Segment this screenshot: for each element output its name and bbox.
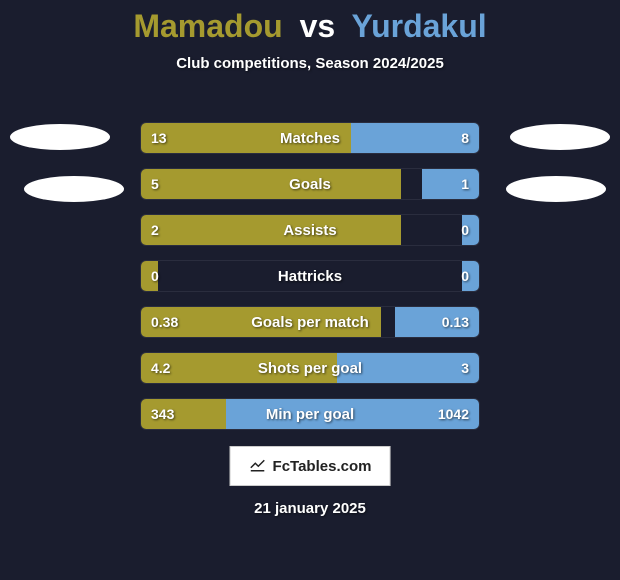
chart-icon [249, 455, 267, 477]
avatar-placeholder-left-1 [10, 124, 110, 150]
stat-row: 4.23Shots per goal [140, 352, 480, 384]
stat-bar-left [141, 123, 351, 153]
stat-row: 138Matches [140, 122, 480, 154]
avatar-placeholder-left-2 [24, 176, 124, 202]
stat-bar-left [141, 169, 401, 199]
player1-name: Mamadou [133, 8, 282, 44]
date-text: 21 january 2025 [0, 500, 620, 517]
stat-bar-left [141, 353, 337, 383]
subtitle: Club competitions, Season 2024/2025 [0, 55, 620, 72]
stat-row: 20Assists [140, 214, 480, 246]
stat-row: 0.380.13Goals per match [140, 306, 480, 338]
stat-bar-right [226, 399, 480, 429]
stat-row: 51Goals [140, 168, 480, 200]
stat-row: 00Hattricks [140, 260, 480, 292]
page-title: Mamadou vs Yurdakul [0, 0, 620, 45]
stat-label: Hattricks [141, 261, 479, 291]
vs-text: vs [300, 8, 336, 44]
stat-bar-left [141, 399, 226, 429]
site-badge: FcTables.com [230, 446, 391, 486]
stat-bar-right [462, 215, 479, 245]
stat-bar-right [462, 261, 479, 291]
stat-bar-right [422, 169, 479, 199]
comparison-chart: 138Matches 51Goals 20Assists 00Hattricks 0.3… [140, 122, 480, 444]
site-name: FcTables.com [273, 458, 372, 475]
stat-bar-left [141, 215, 401, 245]
stat-bar-left [141, 261, 158, 291]
avatar-placeholder-right-2 [506, 176, 606, 202]
stat-bar-right [395, 307, 480, 337]
stat-bar-right [351, 123, 479, 153]
stat-bar-right [337, 353, 479, 383]
stat-bar-left [141, 307, 381, 337]
player2-name: Yurdakul [351, 8, 486, 44]
avatar-placeholder-right-1 [510, 124, 610, 150]
stat-row: 3431042Min per goal [140, 398, 480, 430]
